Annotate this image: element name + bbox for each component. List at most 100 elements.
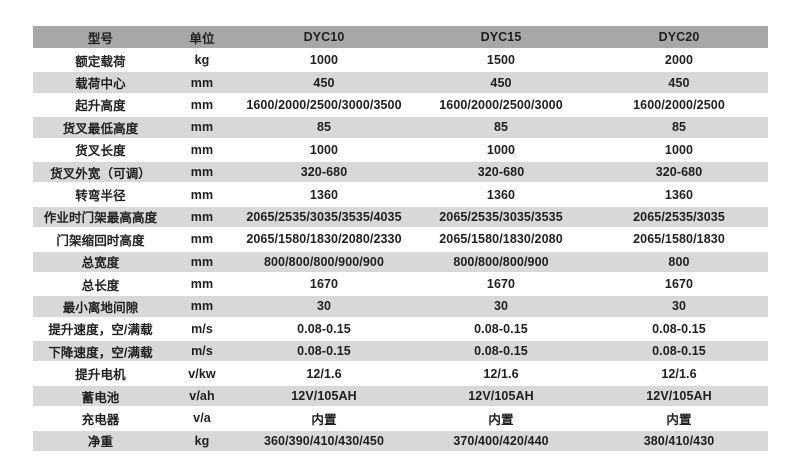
table-row: 货叉长度 mm 1000 1000 1000: [33, 139, 768, 160]
value-cell-dyc10: 1000: [309, 142, 339, 157]
value-cell-dyc15: 85: [493, 120, 509, 135]
value-cell-dyc15: 12/1.6: [483, 366, 519, 381]
unit-cell: mm: [190, 232, 214, 247]
value-cell-dyc15: 1360: [486, 187, 516, 202]
table-row: 货叉外宽（可调） mm 320-680 320-680 320-680: [33, 161, 768, 183]
spec-label-cell: 转弯半径: [75, 189, 126, 204]
value-cell-dyc15: 1670: [486, 277, 516, 292]
value-cell-dyc20: 380/410/430: [643, 433, 715, 448]
value-cell-dyc15: 30: [493, 299, 509, 314]
unit-cell: v/a: [193, 411, 211, 426]
value-cell-dyc15: 1000: [486, 142, 516, 157]
value-cell-dyc20: 320-680: [655, 165, 703, 180]
value-cell-dyc20: 2065/2535/3035: [633, 209, 725, 224]
value-cell-dyc10: 85: [316, 120, 332, 135]
table-row: 额定载荷 kg 1000 1500 2000: [33, 50, 768, 71]
table-row: 门架缩回时高度 mm 2065/1580/1830/2080/2330 2065/15…: [33, 229, 768, 250]
value-cell-dyc10: 800/800/800/900/900: [263, 254, 385, 269]
unit-cell: mm: [190, 165, 214, 180]
spec-label-cell: 载荷中心: [75, 77, 126, 92]
spec-label-cell: 最小离地间隙: [62, 300, 139, 315]
spec-label-cell: 门架缩回时高度: [56, 233, 145, 248]
table-row: 充电器 v/a 内置 内置 内置: [33, 408, 768, 429]
table-row: 总宽度 mm 800/800/800/900/900 800/800/800/900 8…: [33, 251, 768, 272]
spec-label-cell: 起升高度: [75, 99, 126, 114]
value-cell-dyc10: 0.08-0.15: [297, 344, 351, 359]
value-cell-dyc20: 30: [671, 299, 687, 314]
value-cell-dyc10: 2065/2535/3035/3535/4035: [246, 209, 402, 224]
unit-cell: mm: [190, 187, 214, 202]
value-cell-dyc20: 2065/1580/1830: [633, 232, 725, 247]
unit-cell: mm: [190, 97, 214, 112]
value-cell-dyc15: 2065/1580/1830/2080: [439, 232, 563, 247]
value-cell-dyc15: 1500: [486, 53, 516, 68]
unit-cell: m/s: [191, 344, 213, 359]
unit-cell: mm: [190, 209, 214, 224]
spec-label-cell: 货叉外宽（可调）: [50, 166, 151, 181]
value-cell-dyc10: 30: [316, 299, 332, 314]
value-cell-dyc15: 450: [490, 75, 512, 90]
spec-table: 型号 单位 DYC10 DYC15 DYC20 额定载荷 kg 1000 1500 20…: [33, 26, 768, 452]
value-cell-dyc15: 320-680: [477, 165, 525, 180]
value-cell-dyc10: 360/390/410/430/450: [263, 433, 385, 448]
table-row: 下降速度，空/满载 m/s 0.08-0.15 0.08-0.15 0.08-0.15: [33, 341, 768, 362]
value-cell-dyc20: 1670: [664, 277, 694, 292]
value-cell-dyc10: 450: [313, 75, 335, 90]
table-row: 提升电机 v/kw 12/1.6 12/1.6 12/1.6: [33, 363, 768, 384]
unit-cell: mm: [190, 299, 214, 314]
spec-label-cell: 提升速度，空/满载: [48, 323, 153, 338]
table-row: 蓄电池 v/ah 12V/105AH 12V/105AH 12V/105AH: [33, 385, 768, 407]
header-col-dyc10: DYC10: [303, 30, 345, 44]
spec-label-cell: 净重: [87, 435, 114, 450]
value-cell-dyc10: 2065/1580/1830/2080/2330: [246, 232, 402, 247]
table-row: 转弯半径 mm 1360 1360 1360: [33, 184, 768, 205]
table-row: 最小离地间隙 mm 30 30 30: [33, 296, 768, 317]
unit-cell: mm: [190, 120, 214, 135]
value-cell-dyc20: 85: [671, 120, 687, 135]
value-cell-dyc15: 800/800/800/900: [453, 254, 549, 269]
unit-cell: m/s: [191, 321, 213, 336]
spec-label-cell: 额定载荷: [75, 54, 126, 69]
table-row: 总长度 mm 1670 1670 1670: [33, 273, 768, 295]
value-cell-dyc10: 1000: [309, 53, 339, 68]
unit-cell: kg: [194, 433, 210, 448]
table-row: 提升速度，空/满载 m/s 0.08-0.15 0.08-0.15 0.08-0.15: [33, 318, 768, 340]
value-cell-dyc15: 内置: [488, 412, 514, 427]
value-cell-dyc15: 2065/2535/3035/3535: [439, 209, 563, 224]
unit-cell: mm: [190, 254, 214, 269]
value-cell-dyc15: 0.08-0.15: [474, 344, 528, 359]
value-cell-dyc20: 800: [668, 254, 690, 269]
value-cell-dyc20: 1000: [664, 142, 694, 157]
table-row: 载荷中心 mm 450 450 450: [33, 72, 768, 93]
spec-label-cell: 货叉最低高度: [62, 121, 139, 136]
value-cell-dyc20: 内置: [666, 412, 692, 427]
table-row: 起升高度 mm 1600/2000/2500/3000/3500 1600/2000/…: [33, 94, 768, 116]
header-col-dyc15: DYC15: [480, 30, 522, 44]
value-cell-dyc10: 1670: [309, 277, 339, 292]
value-cell-dyc20: 450: [668, 75, 690, 90]
spec-label-cell: 货叉长度: [75, 144, 126, 159]
table-row: 净重 kg 360/390/410/430/450 370/400/420/440 38…: [33, 430, 768, 452]
value-cell-dyc20: 0.08-0.15: [652, 344, 706, 359]
value-cell-dyc20: 12/1.6: [661, 366, 697, 381]
value-cell-dyc20: 2000: [664, 53, 694, 68]
value-cell-dyc20: 12V/105AH: [646, 389, 712, 404]
spec-label-cell: 作业时门架最高高度: [43, 211, 158, 226]
value-cell-dyc10: 1600/2000/2500/3000/3500: [246, 97, 402, 112]
unit-cell: kg: [194, 53, 210, 68]
header-model-label: 型号: [87, 31, 114, 46]
unit-cell: mm: [190, 142, 214, 157]
unit-cell: v/ah: [189, 389, 215, 404]
table-body: 额定载荷 kg 1000 1500 2000 载荷中心 mm 450 450 450 起升高度 mm 1…: [33, 50, 768, 452]
value-cell-dyc20: 1360: [664, 187, 694, 202]
value-cell-dyc10: 320-680: [300, 165, 348, 180]
value-cell-dyc10: 内置: [311, 412, 337, 427]
value-cell-dyc10: 12/1.6: [306, 366, 342, 381]
header-col-dyc20: DYC20: [658, 30, 700, 44]
value-cell-dyc10: 1360: [309, 187, 339, 202]
value-cell-dyc15: 12V/105AH: [468, 389, 534, 404]
value-cell-dyc15: 0.08-0.15: [474, 321, 528, 336]
value-cell-dyc15: 370/400/420/440: [453, 433, 549, 448]
spec-label-cell: 充电器: [81, 412, 120, 427]
value-cell-dyc20: 0.08-0.15: [652, 321, 706, 336]
